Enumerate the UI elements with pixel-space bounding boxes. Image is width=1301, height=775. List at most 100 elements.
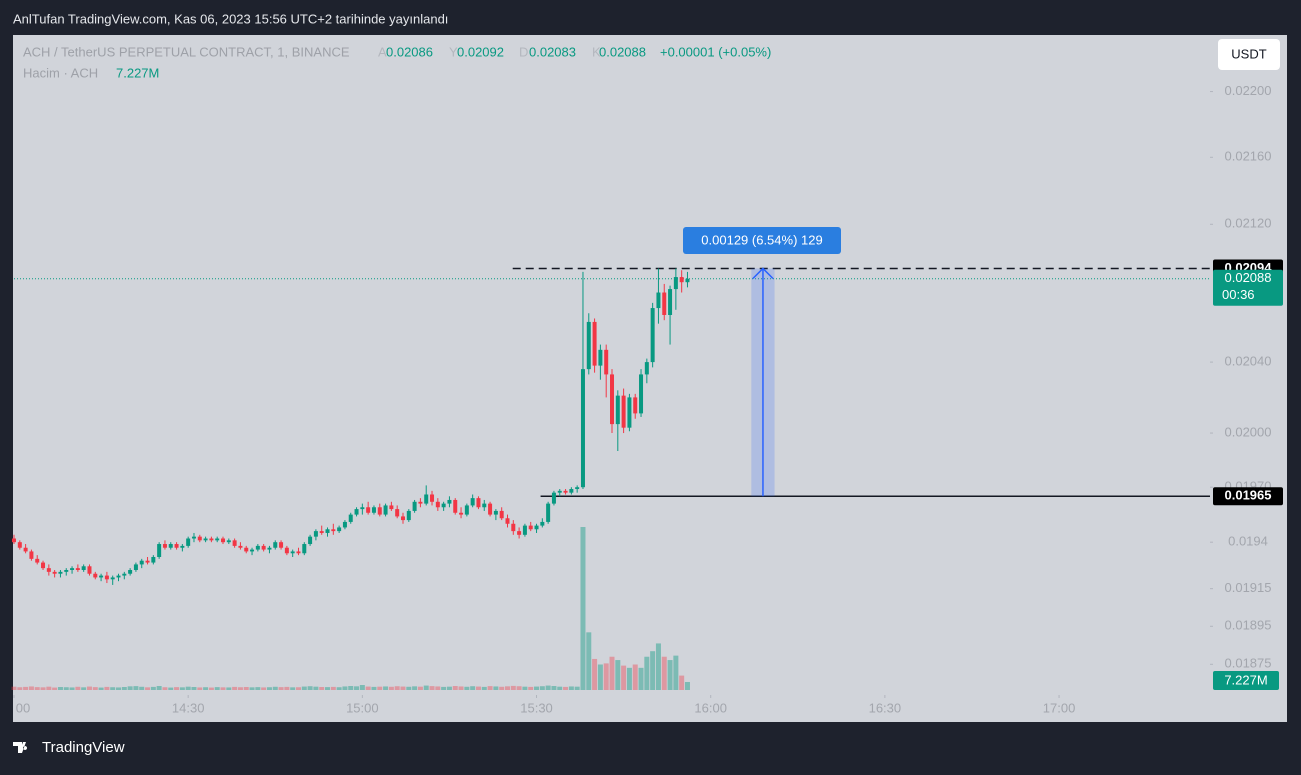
candle-body	[226, 540, 231, 543]
candle-body	[250, 549, 255, 552]
volume-bar	[110, 687, 116, 690]
candle-body	[238, 545, 243, 548]
volume-bar	[679, 675, 685, 690]
candle-body	[482, 503, 487, 508]
volume-bar	[191, 687, 197, 690]
ohlc-value: 0.02086	[386, 44, 433, 59]
volume-bar	[551, 686, 557, 690]
volume-bar	[290, 687, 296, 690]
volume-bar	[150, 686, 156, 690]
volume-bar	[237, 687, 243, 690]
candle-body	[679, 277, 684, 283]
volume-bar	[232, 686, 238, 690]
candle-body	[441, 503, 446, 508]
candle-body	[104, 575, 109, 580]
footer-logo	[13, 742, 28, 753]
candle-body	[435, 501, 440, 508]
volume-bar	[278, 687, 284, 690]
volume-bar	[179, 687, 185, 690]
candle-body	[284, 547, 289, 554]
volume-bar	[597, 664, 603, 690]
candle-body	[575, 487, 580, 490]
candle-body	[128, 569, 133, 574]
volume-bar	[98, 687, 104, 690]
candle-body	[203, 538, 208, 541]
candle-body	[668, 289, 673, 315]
candle-body	[41, 562, 46, 569]
candle-body	[348, 514, 353, 522]
volume-bar	[580, 527, 586, 690]
candle-body	[296, 551, 301, 554]
candle-body	[29, 551, 34, 559]
candle-body	[180, 545, 185, 548]
ohlc-value: 0.02088	[599, 44, 646, 59]
candle-body	[70, 568, 75, 570]
volume-bar	[545, 685, 551, 690]
candle-body	[168, 544, 173, 548]
symbol-title: ACH / TetherUS PERPETUAL CONTRACT, 1, BI…	[23, 44, 350, 59]
candle-body	[151, 556, 156, 563]
candle-body	[615, 395, 620, 425]
volume-bar	[17, 687, 23, 690]
measure-label-box	[683, 227, 841, 254]
candle-body	[17, 542, 22, 548]
volume-bar	[139, 686, 145, 690]
volume-bar	[243, 687, 249, 690]
candle-body	[186, 538, 191, 546]
volume-bar	[214, 687, 220, 690]
volume-bar	[197, 687, 203, 690]
volume-bar	[684, 681, 690, 690]
volume-bar	[487, 686, 493, 690]
logo-icon	[13, 742, 28, 753]
volume-bar	[354, 686, 360, 690]
candle-body	[23, 547, 28, 552]
volume-bar	[441, 686, 447, 690]
candle-body	[81, 566, 86, 570]
volume-bar	[644, 656, 650, 690]
candle-body	[325, 529, 330, 533]
volume-bar	[406, 686, 412, 690]
volume-bar	[458, 686, 464, 690]
x-tick-label: 17:00	[1043, 700, 1076, 715]
candle-body	[87, 566, 92, 574]
candle-body	[267, 547, 272, 550]
volume-bar	[220, 687, 226, 690]
volume-bar	[661, 656, 667, 690]
volume-bar	[412, 686, 418, 690]
currency-label[interactable]: USDT	[1231, 46, 1266, 61]
volume-bar	[522, 686, 528, 690]
volume-bar	[650, 651, 656, 690]
candle-body	[662, 292, 667, 315]
volume-bar	[615, 660, 621, 690]
volume-bar	[429, 686, 435, 690]
volume-bar	[493, 686, 499, 690]
volume-bar	[563, 686, 569, 690]
volume-bar	[52, 687, 58, 690]
volume-bar	[208, 687, 214, 690]
volume-bar	[203, 687, 209, 690]
candle-body	[162, 544, 167, 548]
candle-body	[673, 277, 678, 290]
volume-bar	[46, 686, 52, 690]
volume-bar	[69, 687, 75, 690]
volume-price-label: 7.227M	[1224, 672, 1267, 687]
volume-bar	[92, 687, 98, 690]
y-tick-label: 0.02040	[1225, 354, 1272, 369]
volume-bar	[516, 686, 522, 690]
volume-bar	[475, 686, 481, 690]
volume-bar	[592, 658, 598, 690]
volume-bar	[81, 687, 87, 690]
volume-bar	[40, 687, 46, 690]
candle-body	[371, 507, 376, 513]
candle-body	[639, 374, 644, 414]
currency-button[interactable]	[1218, 39, 1280, 70]
candle-body	[75, 568, 80, 570]
volume-bar	[365, 686, 371, 690]
plot-area: 0.02200 0.02160 0.02120 0.02040 0.02000 0.019…	[11, 83, 1283, 715]
candle-body	[58, 571, 63, 574]
measure-arrow-head	[752, 267, 774, 280]
y-tick-label: 0.02000	[1225, 424, 1272, 439]
publish-header: AnlTufan TradingView.com, Kas 06, 2023 1…	[13, 11, 448, 26]
